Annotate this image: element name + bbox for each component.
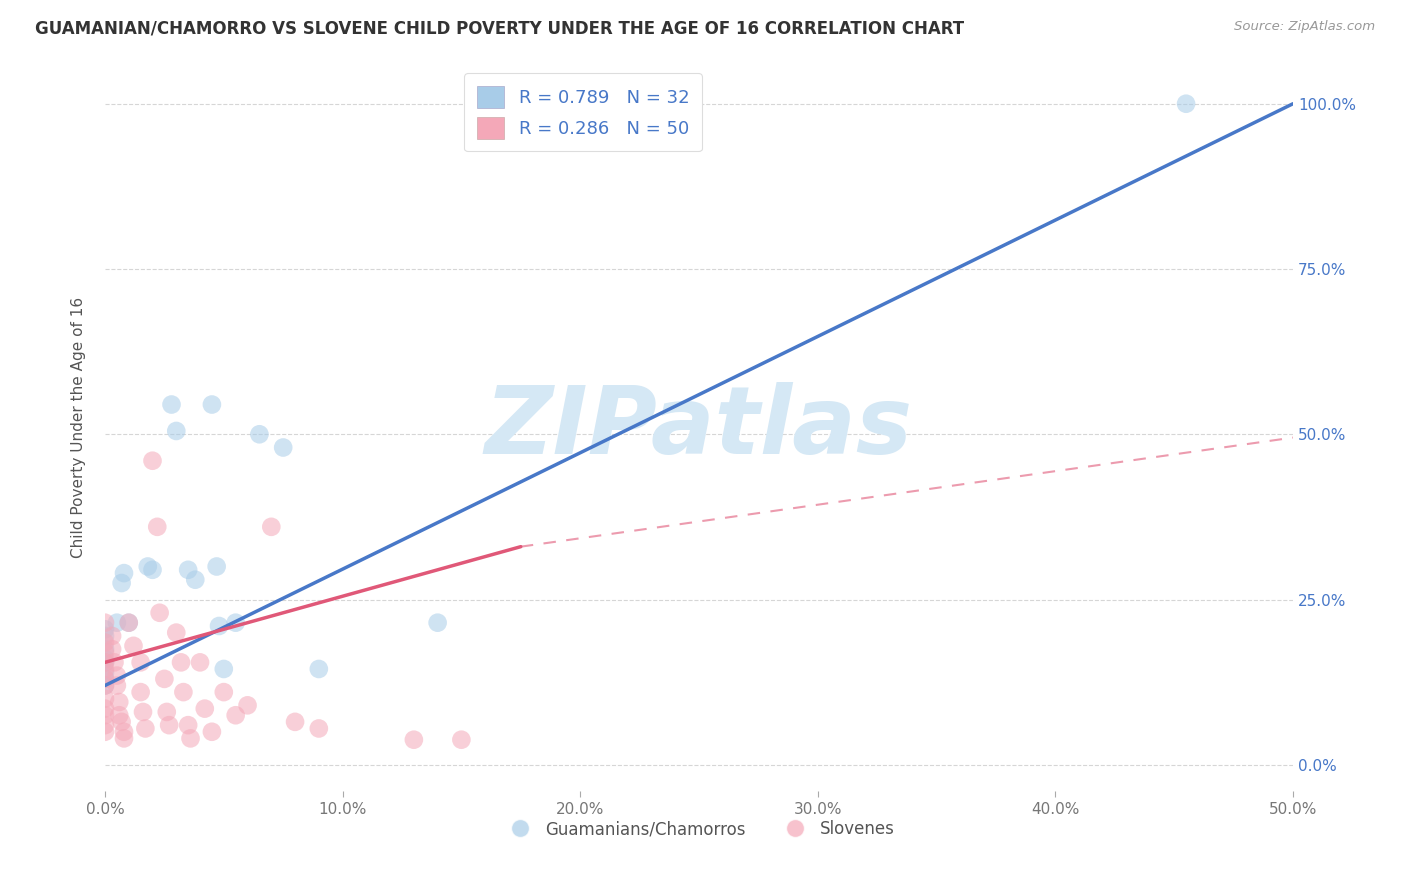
Point xyxy=(141,563,163,577)
Point xyxy=(177,563,200,577)
Point xyxy=(94,652,117,666)
Point xyxy=(132,705,155,719)
Point xyxy=(94,672,117,686)
Point xyxy=(212,685,235,699)
Point xyxy=(94,656,117,670)
Point xyxy=(105,678,128,692)
Point xyxy=(94,718,117,732)
Point xyxy=(103,656,125,670)
Point xyxy=(105,615,128,630)
Point xyxy=(165,625,187,640)
Point xyxy=(94,701,117,715)
Point xyxy=(112,724,135,739)
Point xyxy=(94,629,117,643)
Point xyxy=(118,615,141,630)
Point xyxy=(308,662,330,676)
Y-axis label: Child Poverty Under the Age of 16: Child Poverty Under the Age of 16 xyxy=(72,297,86,558)
Point xyxy=(94,665,117,680)
Point xyxy=(134,722,156,736)
Text: ZIPatlas: ZIPatlas xyxy=(485,382,912,474)
Point xyxy=(94,708,117,723)
Point xyxy=(308,722,330,736)
Point xyxy=(271,441,294,455)
Point xyxy=(94,724,117,739)
Point xyxy=(170,656,193,670)
Point xyxy=(284,714,307,729)
Point xyxy=(94,678,117,692)
Point xyxy=(236,698,259,713)
Point xyxy=(157,718,180,732)
Point xyxy=(165,424,187,438)
Point xyxy=(201,398,224,412)
Point xyxy=(188,656,211,670)
Point xyxy=(94,691,117,706)
Point xyxy=(112,566,135,580)
Point xyxy=(260,520,283,534)
Point xyxy=(141,454,163,468)
Point xyxy=(1175,96,1198,111)
Point xyxy=(108,708,131,723)
Point xyxy=(212,662,235,676)
Point xyxy=(194,701,217,715)
Point xyxy=(450,732,472,747)
Text: GUAMANIAN/CHAMORRO VS SLOVENE CHILD POVERTY UNDER THE AGE OF 16 CORRELATION CHAR: GUAMANIAN/CHAMORRO VS SLOVENE CHILD POVE… xyxy=(35,20,965,37)
Point xyxy=(94,645,117,659)
Point xyxy=(111,576,134,591)
Point xyxy=(136,559,159,574)
Point xyxy=(249,427,271,442)
Point xyxy=(129,656,152,670)
Point xyxy=(225,708,247,723)
Point xyxy=(111,714,134,729)
Point xyxy=(402,732,425,747)
Point xyxy=(101,629,124,643)
Point xyxy=(426,615,449,630)
Point xyxy=(208,619,231,633)
Point xyxy=(94,642,117,657)
Point xyxy=(94,635,117,649)
Point xyxy=(225,615,247,630)
Point xyxy=(122,639,145,653)
Point xyxy=(149,606,172,620)
Point xyxy=(94,678,117,692)
Point xyxy=(94,615,117,630)
Point xyxy=(108,695,131,709)
Point xyxy=(112,731,135,746)
Point xyxy=(94,622,117,636)
Point xyxy=(105,668,128,682)
Point xyxy=(101,642,124,657)
Point xyxy=(160,398,183,412)
Point xyxy=(172,685,194,699)
Point xyxy=(153,672,176,686)
Point xyxy=(205,559,228,574)
Point xyxy=(94,672,117,686)
Point xyxy=(94,662,117,676)
Point xyxy=(146,520,169,534)
Point xyxy=(180,731,202,746)
Point xyxy=(118,615,141,630)
Point xyxy=(201,724,224,739)
Point xyxy=(129,685,152,699)
Point xyxy=(184,573,207,587)
Point xyxy=(156,705,179,719)
Point xyxy=(177,718,200,732)
Text: Source: ZipAtlas.com: Source: ZipAtlas.com xyxy=(1234,20,1375,33)
Point xyxy=(94,656,117,670)
Legend: Guamanians/Chamorros, Slovenes: Guamanians/Chamorros, Slovenes xyxy=(496,814,901,845)
